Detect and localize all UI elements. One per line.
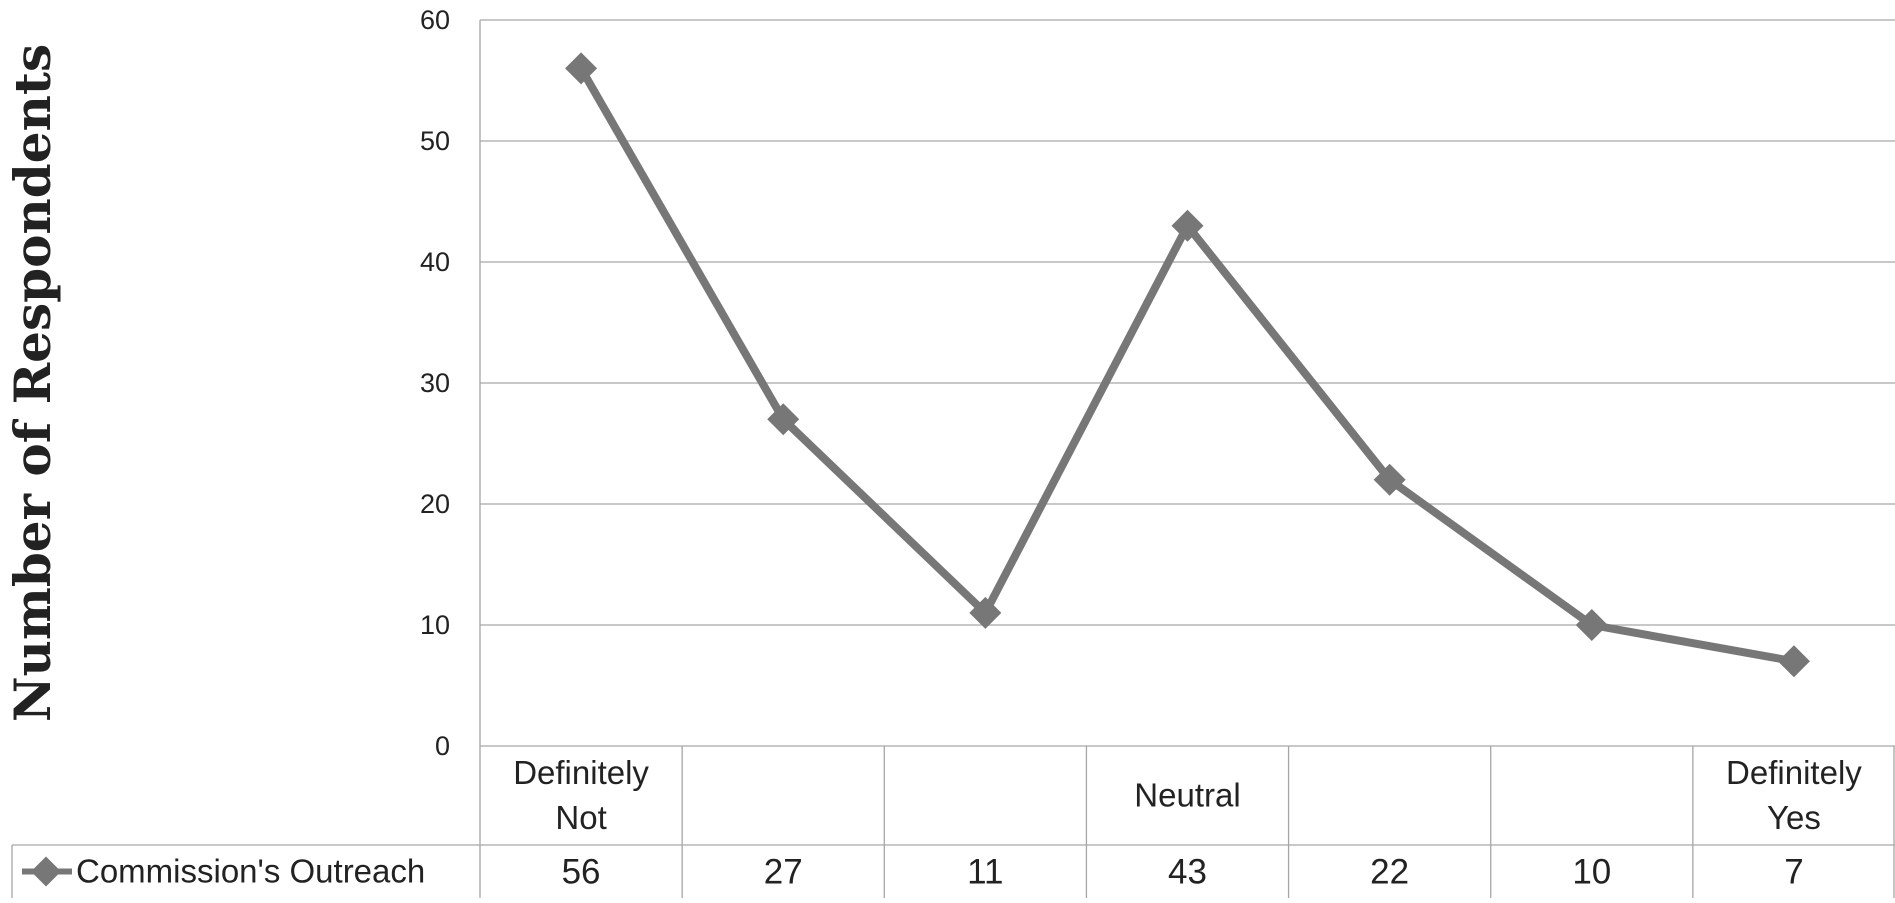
series-line	[577, 64, 1798, 666]
data-point-marker	[1777, 645, 1810, 678]
table-value-cell: 43	[1168, 853, 1207, 892]
table-value-cell: 56	[562, 853, 601, 892]
data-table: Definitely Not Neutral Definitely Yes Commiss…	[11, 746, 1895, 898]
y-tick-label: 10	[420, 610, 450, 640]
y-tick-label: 20	[420, 489, 450, 519]
x-category-label: Neutral	[1134, 777, 1240, 814]
y-tick-label: 30	[420, 368, 450, 398]
legend-label: Commission's Outreach	[76, 853, 425, 890]
series-layer	[565, 52, 1810, 678]
legend-key-marker	[31, 856, 61, 887]
y-tick-label: 50	[420, 126, 450, 156]
y-axis-ticks: 0 10 20 30 40 50 60	[420, 5, 450, 761]
table-value-cell: 11	[967, 853, 1003, 892]
y-axis-label: Number of Respondents	[3, 44, 62, 722]
data-point-marker	[1575, 609, 1608, 641]
table-value-cell: 10	[1572, 853, 1611, 892]
data-point-marker	[1373, 463, 1406, 496]
gridlines	[479, 19, 1895, 898]
y-tick-label: 60	[420, 5, 450, 35]
x-category-label: Definitely Yes	[1726, 754, 1862, 836]
data-point-marker	[969, 596, 1002, 629]
data-point-marker	[1171, 209, 1204, 242]
table-value-cell: 27	[764, 853, 803, 892]
data-point-marker	[767, 403, 800, 436]
table-value-cell: 22	[1370, 853, 1409, 892]
table-value-cell: 7	[1784, 853, 1803, 892]
data-point-marker	[565, 52, 598, 85]
x-category-label: Definitely Not	[513, 754, 649, 836]
y-tick-label: 40	[420, 247, 450, 277]
y-tick-label: 0	[435, 731, 450, 761]
